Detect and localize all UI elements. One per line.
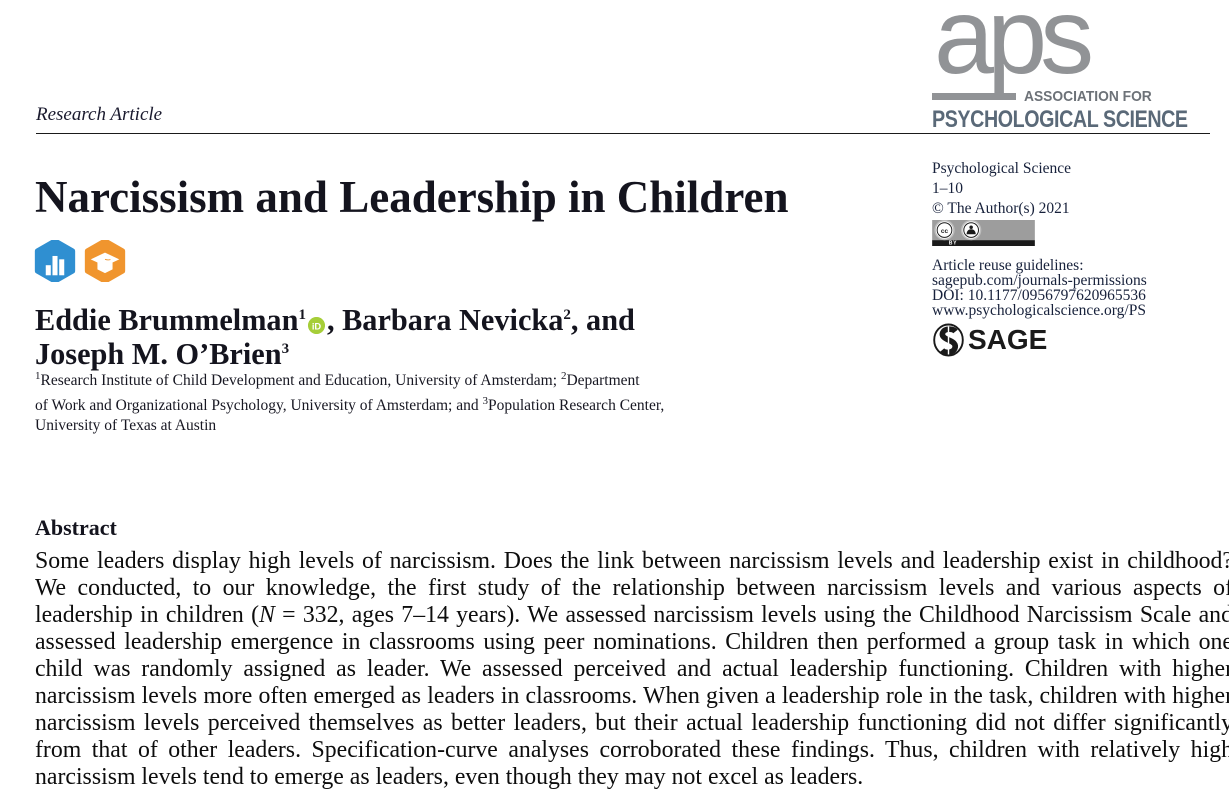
svg-text:iD: iD [312, 321, 322, 331]
svg-text:aps: aps [934, 0, 1091, 93]
svg-text:cc: cc [941, 228, 949, 235]
svg-text:BY: BY [949, 241, 957, 246]
